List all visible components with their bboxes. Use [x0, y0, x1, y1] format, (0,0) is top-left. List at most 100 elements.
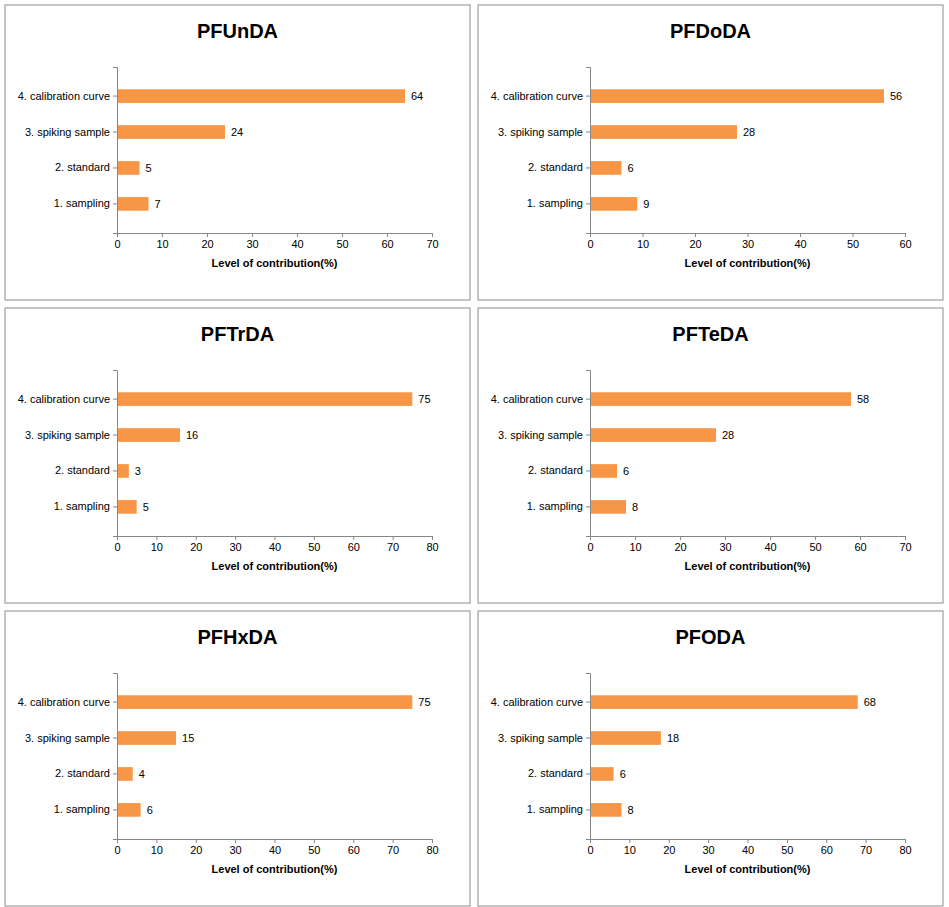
x-tick-label: 80 [426, 541, 438, 553]
x-tick-label: 50 [308, 844, 320, 856]
y-tick: 4. calibration curve [491, 90, 590, 102]
y-tick-mark [586, 399, 590, 400]
chart-title: PFDoDA [670, 20, 751, 42]
data-label: 56 [890, 90, 902, 102]
x-tick-mark [629, 839, 630, 843]
x-tick-label: 0 [587, 238, 593, 250]
y-tick: 2. standard [55, 464, 117, 476]
data-labels: 751635 [135, 393, 431, 513]
y-tick-label: 1. sampling [54, 500, 110, 512]
y-tick-label: 4. calibration curve [491, 696, 583, 708]
data-label: 9 [643, 198, 649, 210]
bars [590, 695, 858, 816]
bars [590, 392, 851, 513]
x-tick-label: 40 [291, 238, 303, 250]
data-label: 5 [143, 501, 149, 513]
x-tick-label: 50 [336, 238, 348, 250]
y-tick-label: 1. sampling [527, 803, 583, 815]
data-label: 75 [418, 696, 430, 708]
figure: PFUnDA6424570102030405060704. calibratio… [0, 0, 949, 907]
x-tick-label: 10 [151, 844, 163, 856]
chart-title: PFODA [676, 626, 746, 648]
data-label: 58 [857, 393, 869, 405]
panel-frame [5, 611, 470, 906]
x-tick-label: 50 [847, 238, 859, 250]
y-tick: 3. spiking sample [25, 429, 117, 441]
x-tick: 20 [663, 839, 675, 856]
x-tick: 20 [674, 536, 686, 553]
x-tick: 70 [387, 536, 399, 553]
x-tick: 50 [336, 233, 348, 250]
x-tick-label: 10 [156, 238, 168, 250]
x-tick-mark [853, 233, 854, 237]
bar [590, 89, 884, 103]
x-tick-label: 10 [624, 844, 636, 856]
x-tick-label: 0 [114, 238, 120, 250]
y-tick-mark [113, 203, 117, 204]
x-axis-line [118, 234, 433, 238]
x-tick-label: 10 [629, 541, 641, 553]
x-tick-mark [905, 233, 906, 237]
y-tick-label: 4. calibration curve [18, 90, 110, 102]
y-tick: 1. sampling [527, 803, 590, 815]
x-tick-mark [725, 536, 726, 540]
x-tick: 60 [899, 233, 911, 250]
x-axis-title: Level of contribution(%) [212, 863, 338, 875]
bar [590, 500, 626, 514]
data-labels: 751546 [139, 696, 431, 816]
bar [590, 125, 737, 139]
y-tick-label: 3. spiking sample [25, 126, 110, 138]
x-tick: 60 [348, 839, 360, 856]
x-tick-label: 30 [230, 844, 242, 856]
y-axis-line [586, 371, 591, 537]
x-tick-mark [353, 839, 354, 843]
x-tick-label: 20 [674, 541, 686, 553]
data-label: 8 [632, 501, 638, 513]
y-tick-label: 3. spiking sample [498, 732, 583, 744]
x-axis-line [118, 840, 433, 844]
bars [590, 89, 884, 210]
y-tick: 4. calibration curve [18, 90, 117, 102]
y-axis-line [113, 674, 118, 840]
bars [117, 89, 405, 210]
y-axis-line [113, 371, 118, 537]
bar [590, 731, 661, 745]
x-tick-label: 50 [809, 541, 821, 553]
x-tick: 20 [190, 839, 202, 856]
x-tick-label: 50 [781, 844, 793, 856]
x-tick: 40 [794, 233, 806, 250]
bar [590, 695, 858, 709]
x-tick-mark [353, 536, 354, 540]
x-tick: 10 [637, 233, 649, 250]
x-tick-mark [643, 233, 644, 237]
x-tick-mark [297, 233, 298, 237]
x-tick-mark [748, 839, 749, 843]
y-tick: 4. calibration curve [491, 696, 590, 708]
x-tick-label: 20 [663, 844, 675, 856]
x-tick-label: 10 [151, 541, 163, 553]
y-tick-label: 2. standard [528, 161, 583, 173]
y-tick: 3. spiking sample [498, 732, 590, 744]
x-tick-mark [235, 536, 236, 540]
x-tick-label: 0 [587, 541, 593, 553]
bar [117, 392, 412, 406]
x-tick: 70 [387, 839, 399, 856]
y-tick-label: 2. standard [528, 464, 583, 476]
x-tick: 80 [426, 839, 438, 856]
x-tick-mark [432, 536, 433, 540]
panel-frame [478, 5, 943, 300]
x-tick: 80 [899, 839, 911, 856]
data-label: 3 [135, 465, 141, 477]
x-tick: 0 [114, 233, 120, 250]
x-tick-mark [770, 536, 771, 540]
y-axis: 4. calibration curve3. spiking sample2. … [18, 674, 118, 840]
y-tick-mark [113, 738, 117, 739]
x-axis-line [118, 537, 433, 541]
bar [117, 161, 140, 175]
y-tick: 4. calibration curve [491, 393, 590, 405]
x-tick-label: 0 [114, 844, 120, 856]
data-label: 75 [418, 393, 430, 405]
x-tick-mark [860, 536, 861, 540]
y-tick-mark [586, 167, 590, 168]
x-tick-label: 30 [246, 238, 258, 250]
